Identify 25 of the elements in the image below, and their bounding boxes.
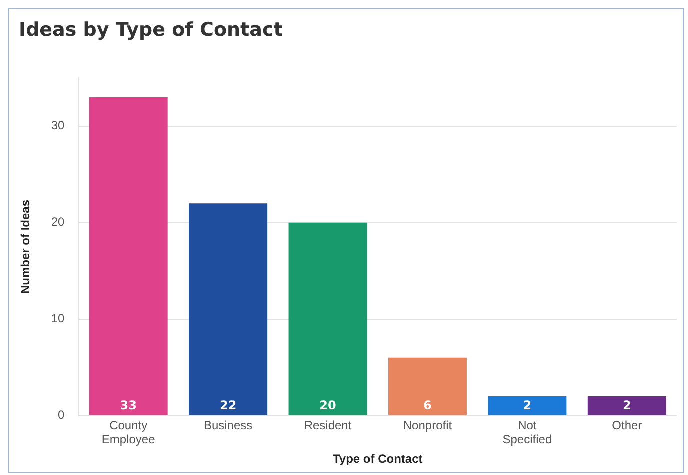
x-tick-label: Not Specified — [502, 418, 552, 447]
y-tick-label: 10 — [51, 312, 66, 326]
y-tick-label: 20 — [51, 215, 66, 230]
chart-title: Ideas by Type of Contact — [19, 19, 283, 41]
y-axis-title: Number of Ideas — [18, 200, 33, 294]
y-tick-label: 30 — [51, 118, 66, 133]
data-label: 33 — [120, 398, 137, 412]
x-tick-label: Other — [612, 418, 642, 432]
bar — [288, 222, 368, 416]
y-tick-label: 0 — [58, 408, 66, 422]
x-tick-label: Business — [204, 418, 253, 432]
bar — [388, 358, 467, 416]
data-label: 2 — [622, 398, 632, 412]
x-axis-title: Type of Contact — [332, 452, 423, 466]
data-label: 6 — [424, 398, 432, 412]
bar — [488, 396, 567, 416]
bar — [89, 97, 168, 416]
data-label: 20 — [320, 398, 336, 412]
x-tick-label: Nonprofit — [403, 418, 453, 432]
data-label: 22 — [220, 398, 237, 412]
x-tick-label: Resident — [304, 418, 352, 432]
x-tick-label: County Employee — [102, 418, 156, 447]
bar — [189, 204, 268, 416]
data-label: 2 — [523, 398, 532, 412]
bar — [588, 396, 666, 416]
